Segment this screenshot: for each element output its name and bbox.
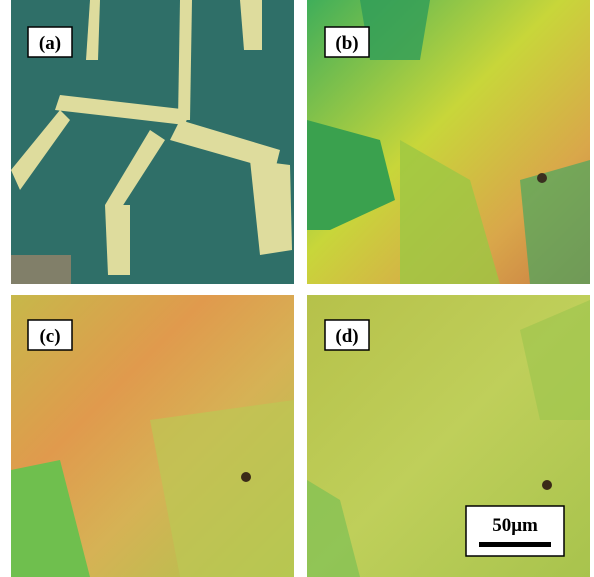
panel-label: (c) <box>39 326 60 347</box>
scale-bar-label: 50μm <box>492 515 538 536</box>
micrograph-figure: (a) (b) (c) (d) 50μm <box>0 0 594 577</box>
panel-label: (a) <box>39 33 61 54</box>
scale-bar-line <box>479 542 551 547</box>
scale-bar: 50μm <box>466 506 564 556</box>
panel-label: (b) <box>335 33 358 54</box>
panel-label: (d) <box>335 326 358 347</box>
figure: (a) (b) (c) (d) 50μm (() => { const data… <box>0 0 594 577</box>
